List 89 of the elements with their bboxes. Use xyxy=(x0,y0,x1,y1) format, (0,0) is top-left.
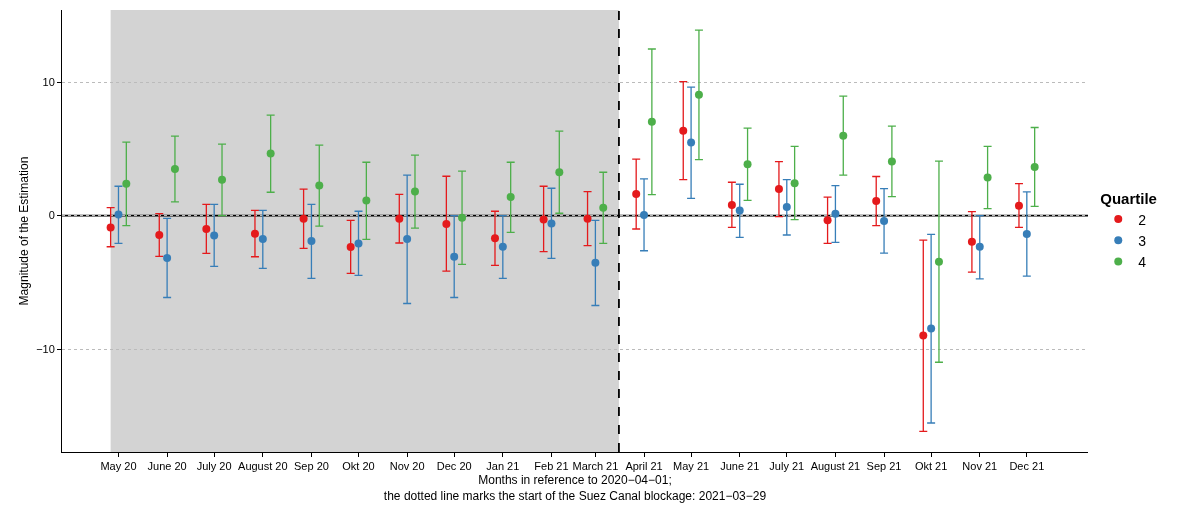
point xyxy=(790,179,799,188)
point xyxy=(647,117,656,126)
point xyxy=(539,215,548,224)
point xyxy=(307,237,316,246)
point xyxy=(880,216,889,225)
point xyxy=(782,202,791,211)
point xyxy=(735,206,744,215)
point xyxy=(919,331,928,340)
point xyxy=(362,196,371,205)
point xyxy=(727,200,736,209)
y-tick-label: −10 xyxy=(36,343,55,356)
x-tick-label: May 21 xyxy=(673,460,710,473)
point xyxy=(967,237,976,246)
point xyxy=(983,173,992,182)
point xyxy=(679,126,688,135)
x-tick-label: Okt 21 xyxy=(914,460,948,473)
x-tick-label: August 21 xyxy=(810,460,861,473)
y-tick-label: 0 xyxy=(48,209,55,222)
point xyxy=(1022,230,1031,239)
point xyxy=(442,220,451,229)
point xyxy=(498,242,507,251)
point xyxy=(299,214,308,223)
y-tick-label: 10 xyxy=(42,75,55,88)
x-tick-label: March 21 xyxy=(572,460,619,473)
point xyxy=(591,258,600,267)
point xyxy=(1014,201,1023,210)
legend-title: Quartile xyxy=(1100,189,1157,207)
point xyxy=(975,242,984,251)
point xyxy=(547,219,556,228)
point xyxy=(927,324,936,333)
point xyxy=(687,138,696,147)
point xyxy=(632,189,641,198)
x-tick-label: April 21 xyxy=(625,460,663,473)
point xyxy=(872,196,881,205)
x-tick-label: Feb 21 xyxy=(534,460,569,473)
legend-label: 2 xyxy=(1138,211,1147,228)
point xyxy=(210,231,219,240)
legend-label: 4 xyxy=(1138,253,1147,270)
x-tick-label: Nov 21 xyxy=(962,460,998,473)
x-tick-label: Sep 21 xyxy=(866,460,902,473)
point xyxy=(354,239,363,248)
y-axis-title: Magnitude of the Estimation xyxy=(17,156,31,306)
x-tick-label: Okt 20 xyxy=(342,460,375,473)
point xyxy=(694,90,703,99)
x-tick-label: June 21 xyxy=(720,460,760,473)
point xyxy=(831,209,840,218)
point xyxy=(934,257,943,266)
x-tick-label: July 21 xyxy=(769,460,805,473)
point xyxy=(490,234,499,243)
point xyxy=(395,214,404,223)
point xyxy=(258,235,267,244)
point xyxy=(555,168,564,177)
x-tick-label: May 20 xyxy=(100,460,137,473)
x-tick-label: Dec 21 xyxy=(1009,460,1045,473)
point xyxy=(122,179,131,188)
point xyxy=(250,229,259,238)
point xyxy=(106,223,115,232)
point xyxy=(114,210,123,219)
point xyxy=(315,181,324,190)
point xyxy=(839,131,848,140)
point xyxy=(170,164,179,173)
point xyxy=(346,243,355,252)
x-tick-label: Nov 20 xyxy=(389,460,425,473)
point xyxy=(823,216,832,225)
x-tick-label: Jan 21 xyxy=(486,460,520,473)
point xyxy=(410,187,419,196)
point xyxy=(583,214,592,223)
point xyxy=(640,210,649,219)
point xyxy=(202,225,211,233)
point xyxy=(774,184,783,193)
point xyxy=(1030,162,1039,171)
point xyxy=(163,254,172,263)
point xyxy=(887,157,896,166)
x-tick-label: June 20 xyxy=(147,460,187,473)
x-tick-label: Dec 20 xyxy=(436,460,472,473)
point xyxy=(403,235,412,244)
x-axis-title: Months in reference to 2020−04−01; the dotted line marks the start of the Suez Canal blockage: 2021−03−29 xyxy=(383,473,767,503)
point xyxy=(458,213,467,222)
legend-label: 3 xyxy=(1138,232,1147,249)
point xyxy=(506,192,515,201)
point xyxy=(599,203,608,212)
point xyxy=(218,175,227,184)
x-tick-label: August 20 xyxy=(238,460,288,473)
x-tick-label: Sep 20 xyxy=(294,460,329,473)
point xyxy=(266,149,275,158)
point xyxy=(155,231,164,240)
x-tick-label: July 20 xyxy=(196,460,232,473)
point xyxy=(743,160,752,169)
point xyxy=(450,252,459,261)
